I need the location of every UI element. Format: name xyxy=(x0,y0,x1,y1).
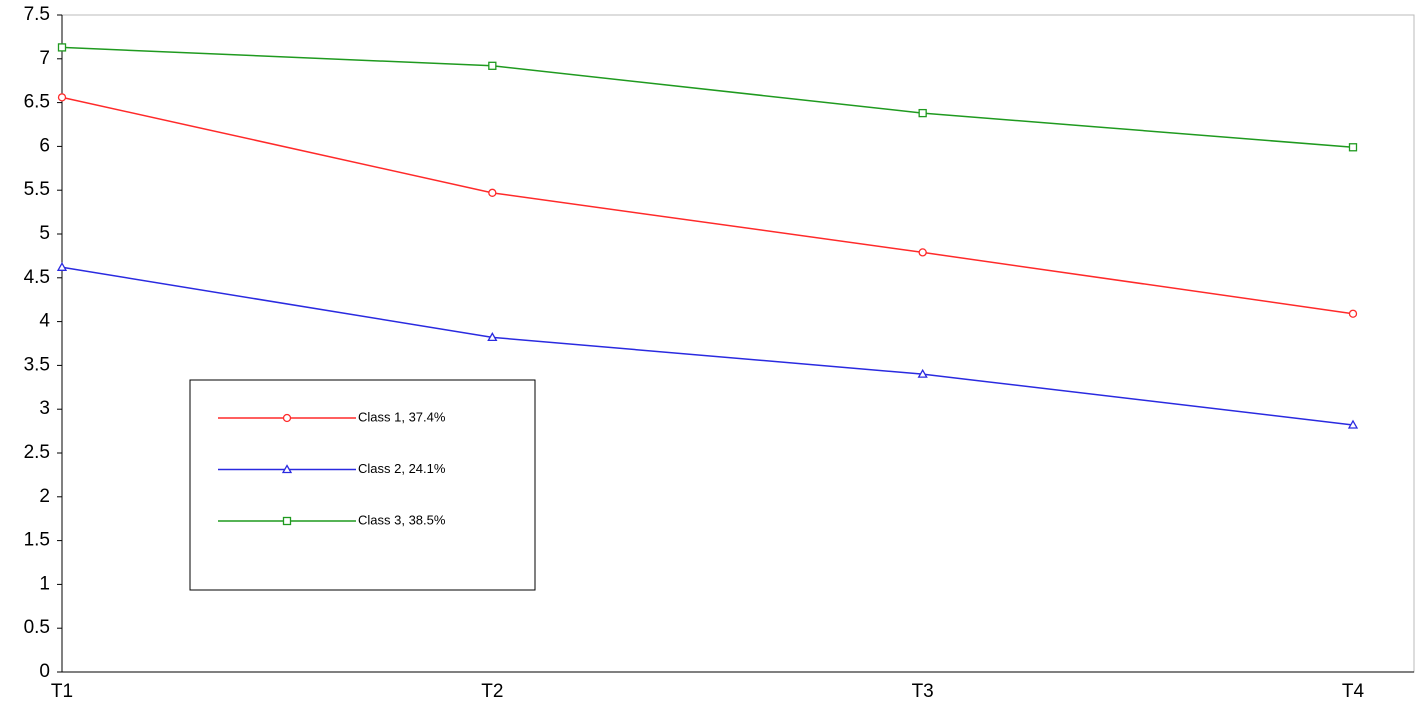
y-tick-label: 2.5 xyxy=(24,442,50,463)
x-tick-label: T2 xyxy=(481,681,503,702)
marker xyxy=(488,61,497,70)
marker xyxy=(282,413,292,423)
series-line xyxy=(61,266,1354,426)
y-tick-label: 7 xyxy=(39,48,50,69)
y-tick-label: 1.5 xyxy=(24,530,50,551)
y-tick-label: 0.5 xyxy=(24,617,50,638)
legend-label: Class 1, 37.4% xyxy=(358,409,446,424)
marker xyxy=(57,43,67,52)
marker xyxy=(488,188,497,197)
marker xyxy=(918,108,927,118)
marker xyxy=(1348,309,1358,318)
y-tick-label: 6 xyxy=(39,135,50,156)
y-tick-label: 5 xyxy=(39,223,50,244)
marker xyxy=(487,332,498,342)
marker xyxy=(56,261,68,271)
y-tick-label: 5.5 xyxy=(24,179,50,200)
legend-label: Class 3, 38.5% xyxy=(358,512,446,527)
series-line xyxy=(61,96,1354,315)
legend-box xyxy=(189,379,536,591)
marker xyxy=(918,248,927,257)
marker xyxy=(917,368,928,378)
marker xyxy=(57,93,67,102)
series-line xyxy=(61,46,1354,149)
y-tick-label: 6.5 xyxy=(24,92,50,113)
marker xyxy=(1347,419,1359,429)
legend-label: Class 2, 24.1% xyxy=(358,461,446,476)
y-tick-label: 1 xyxy=(39,573,50,594)
y-tick-label: 4.5 xyxy=(24,267,50,288)
x-tick-label: T3 xyxy=(912,681,934,702)
y-tick-label: 7.5 xyxy=(24,4,50,25)
x-tick-label: T4 xyxy=(1342,681,1365,702)
marker xyxy=(282,516,292,526)
y-tick-label: 3.5 xyxy=(24,354,50,375)
y-tick-label: 4 xyxy=(39,311,50,332)
y-tick-label: 3 xyxy=(39,398,50,419)
marker xyxy=(1348,143,1358,152)
x-tick-label: T1 xyxy=(51,681,73,702)
y-tick-label: 0 xyxy=(39,661,50,682)
y-tick-label: 2 xyxy=(39,486,50,507)
marker xyxy=(281,464,293,474)
